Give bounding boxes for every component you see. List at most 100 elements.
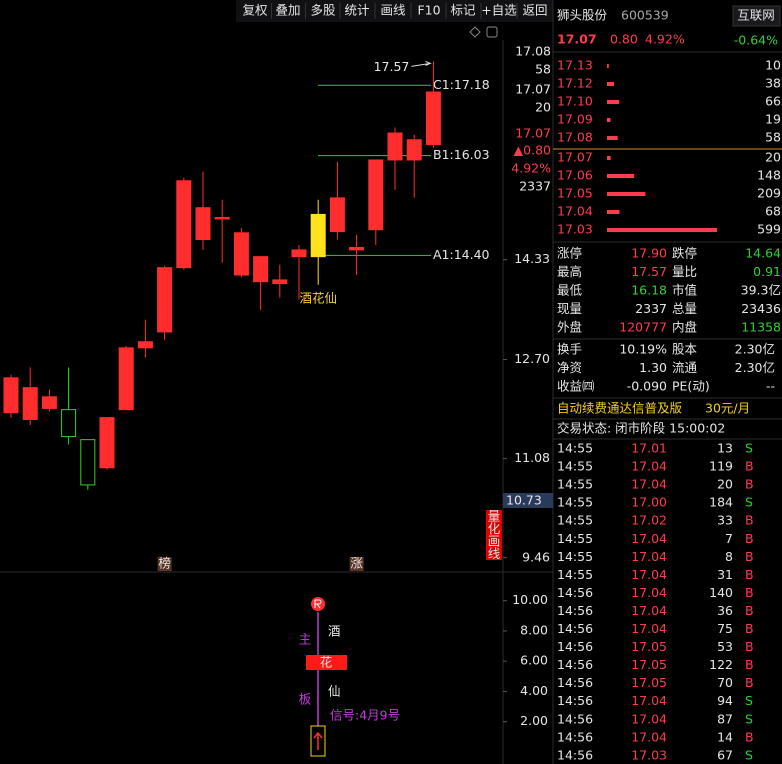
ad-price[interactable]: 30元/月 (705, 401, 750, 416)
finance-label: 净资 (557, 360, 582, 375)
tick-volume: 14 (717, 729, 733, 744)
status: 交易状态: 闭市阶段 15:00:02 (557, 421, 725, 436)
book-volume: 209 (757, 186, 781, 201)
finance-label: 流通 (672, 360, 698, 375)
high-arrow (411, 60, 432, 67)
y-tick-label: 14.33 (514, 251, 550, 266)
stat-label: 最低 (557, 283, 583, 298)
toolbar-button[interactable]: 画线 (380, 3, 406, 18)
tick-side: B (745, 675, 754, 690)
tick-price: 17.02 (631, 513, 667, 528)
candle-body (41, 396, 57, 409)
tick-time: 14:55 (557, 495, 593, 510)
book-bar (607, 228, 717, 232)
toolbar-button[interactable]: 多股 (310, 3, 336, 18)
y-tick-label: 12.70 (514, 351, 550, 366)
marker-badge[interactable] (349, 557, 364, 571)
tick-price: 17.00 (631, 495, 667, 510)
signal-box (306, 655, 347, 670)
tick-price: 17.04 (631, 459, 667, 474)
signal-icon-glyph (314, 599, 322, 609)
candle-body (387, 132, 403, 161)
cursor-box (503, 493, 553, 508)
candle-body (291, 249, 307, 258)
tick-time: 14:55 (557, 549, 593, 564)
book-volume: 58 (765, 130, 781, 145)
candle-body (329, 197, 345, 233)
finance-value: 10.19% (619, 342, 667, 357)
finance-value: 1.30 (639, 360, 667, 375)
tick-side: S (745, 747, 753, 762)
tick-time: 14:55 (557, 567, 593, 582)
tick-volume: 87 (717, 711, 733, 726)
marker-badge[interactable] (157, 557, 172, 571)
toolbar-button[interactable]: +自选 (481, 3, 517, 18)
tick-volume: 67 (717, 747, 733, 762)
badge-box[interactable] (486, 510, 502, 560)
book-volume: 148 (757, 168, 781, 183)
tick-volume: 36 (717, 603, 733, 618)
tick-side: B (745, 531, 754, 546)
tick-volume: 20 (717, 477, 733, 492)
book-volume: 66 (765, 94, 781, 109)
icon[interactable] (469, 26, 481, 38)
toolbar-button[interactable]: 标记 (450, 3, 476, 18)
candle-body (406, 139, 422, 161)
tick-side: B (745, 513, 754, 528)
signal-text: 花 (320, 655, 333, 670)
y-tick-label: 2.00 (520, 713, 548, 728)
tick-time: 14:55 (557, 531, 593, 546)
tick-time: 14:56 (557, 621, 593, 636)
stat-value: 16.18 (631, 283, 667, 298)
book-volume: 38 (765, 76, 781, 91)
stat-label: 现量 (557, 301, 582, 316)
book-price: 17.12 (557, 76, 593, 91)
tick-time: 14:56 (557, 585, 593, 600)
sector: 互联网 (737, 8, 775, 23)
book-bar (607, 118, 611, 122)
tick-volume: 119 (709, 459, 733, 474)
level-label: C1:17.18 (433, 77, 490, 92)
stat-label: 量比 (672, 264, 697, 279)
book-price: 17.08 (557, 130, 593, 145)
book-volume: 599 (757, 222, 781, 237)
toolbar-button[interactable]: 复权 (242, 3, 268, 18)
stat-label: 总量 (672, 301, 697, 316)
signal-text: 仙 (328, 684, 341, 699)
y-tick-label: 8.00 (520, 622, 548, 637)
stock-code: 600539 (621, 8, 669, 23)
candle-body (368, 159, 384, 231)
icon[interactable] (486, 26, 498, 38)
tick-side: B (745, 477, 754, 492)
axis-label: ▲0.80 (514, 143, 551, 158)
tick-side: S (745, 693, 753, 708)
book-price: 17.05 (557, 186, 593, 201)
toolbar-button[interactable]: 返回 (522, 3, 547, 18)
candle-body (3, 377, 19, 414)
candle-label: 酒花仙 (299, 290, 337, 305)
book-bar (607, 64, 609, 68)
signal-text: 板 (299, 692, 312, 707)
tick-side: B (745, 603, 754, 618)
stat-value: 2337 (635, 301, 667, 316)
stat-label: 内盘 (672, 320, 697, 335)
tick-side: B (745, 459, 754, 474)
sector-badge[interactable] (732, 5, 781, 27)
book-price: 17.10 (557, 94, 593, 109)
toolbar-button[interactable]: 统计 (344, 3, 369, 18)
tick-volume: 53 (717, 639, 733, 654)
book-bar (607, 156, 611, 160)
change: 0.80 (610, 32, 638, 47)
candle-body (272, 279, 288, 285)
finance-label: 收益㈣ (557, 379, 595, 394)
toolbar-button[interactable]: 叠加 (275, 3, 300, 18)
tick-price: 17.04 (631, 693, 667, 708)
tick-price: 17.04 (631, 567, 667, 582)
book-bar (607, 136, 618, 140)
tick-time: 14:56 (557, 711, 593, 726)
ad[interactable]: 自动续费通达信普及版 (557, 401, 683, 416)
tick-time: 14:56 (557, 729, 593, 744)
toolbar-button[interactable]: F10 (417, 3, 440, 18)
book-price: 17.06 (557, 168, 593, 183)
finance-value: -- (766, 379, 775, 394)
